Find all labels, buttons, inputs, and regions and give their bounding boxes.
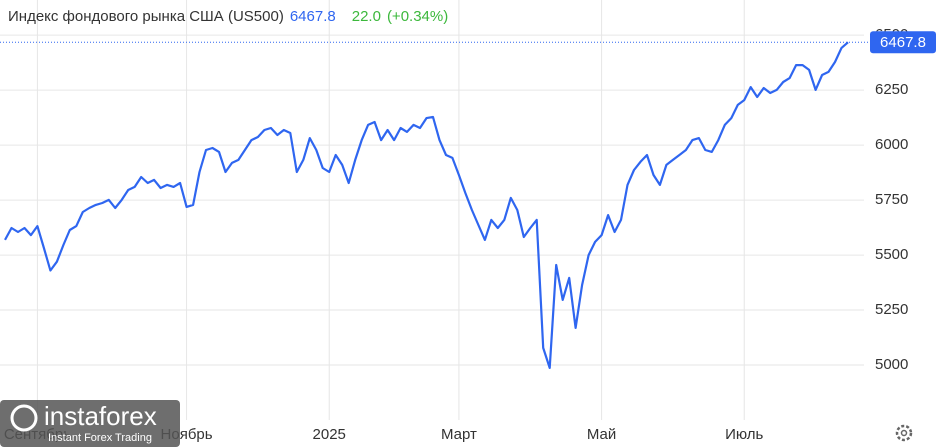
settings-icon[interactable] — [895, 424, 913, 442]
x-tick-label: Май — [587, 426, 616, 443]
gear-hole — [900, 429, 908, 437]
price-line — [4, 41, 849, 369]
header-change: 22.0 — [352, 8, 381, 25]
y-tick-label: 6250 — [875, 81, 908, 98]
y-tick-label: 5250 — [875, 301, 908, 318]
x-tick-label: 2025 — [313, 426, 346, 443]
watermark-box — [0, 400, 180, 447]
y-tick-label: 5750 — [875, 191, 908, 208]
watermark-brand: instaforex — [44, 401, 157, 431]
x-tick-label: Июль — [725, 426, 763, 443]
header-change-pct: (+0.34%) — [387, 8, 448, 25]
last-price-label: 6467.8 — [880, 34, 926, 51]
watermark-logo — [10, 404, 38, 432]
y-tick-label: 6000 — [875, 136, 908, 153]
watermark-tagline: Instant Forex Trading — [48, 432, 152, 444]
watermark: instaforex Instant Forex Trading — [0, 400, 180, 447]
x-tick-label: Март — [441, 426, 477, 443]
last-price-box — [870, 31, 936, 54]
y-tick-label: 5500 — [875, 246, 908, 263]
plot: СентябрьНоябрь2025МартМайИюль50005250550… — [0, 0, 908, 443]
gear[interactable] — [895, 424, 913, 442]
header-price: 6467.8 — [290, 8, 336, 25]
chart-title: Индекс фондового рынка США (US500) — [8, 8, 284, 25]
y-tick-label: 5000 — [875, 356, 908, 373]
